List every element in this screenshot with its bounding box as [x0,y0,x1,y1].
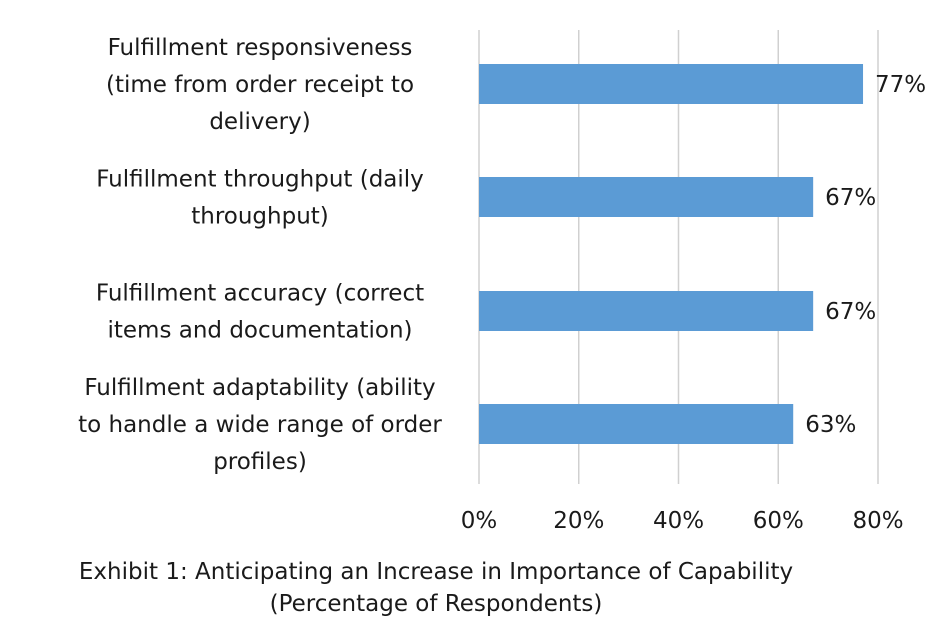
x-tick-label: 20% [553,508,604,534]
category-label: Fulfillment adaptability (ability [84,375,435,401]
bar [479,177,814,217]
category-label: (time from order receipt to [106,72,414,98]
category-label: delivery) [209,109,310,135]
category-label: Fulfillment accuracy (correct [96,281,424,307]
category-labels: Fulfillment responsiveness (time from ord… [78,35,442,475]
bar [479,64,864,104]
x-tick-label: 60% [753,508,804,534]
category-label: throughput) [191,204,329,230]
chart-caption-title: Exhibit 1: Anticipating an Increase in I… [78,559,794,585]
bar [479,404,794,444]
data-label: 67% [825,185,876,211]
category-label: Fulfillment throughput (daily [96,167,424,193]
x-tick-label: 80% [852,508,903,534]
data-label: 67% [825,299,876,325]
category-label: profiles) [213,449,307,475]
bar [479,291,814,331]
x-tick-label: 0% [461,508,498,534]
bar-chart: 77% 67% 67% 63% Fulfillment responsiveness (… [78,30,926,534]
bars: 77% 67% 67% 63% [479,64,926,444]
category-label: to handle a wide range of order [78,412,442,438]
x-axis-ticks: 0% 20% 40% 60% 80% [461,508,904,534]
data-label: 77% [875,72,926,98]
chart-caption-subtitle: (Percentage of Respondents) [269,591,603,617]
category-label: Fulfillment responsiveness [108,35,413,61]
x-tick-label: 40% [653,508,704,534]
data-label: 63% [805,412,856,438]
category-label: items and documentation) [107,318,412,344]
